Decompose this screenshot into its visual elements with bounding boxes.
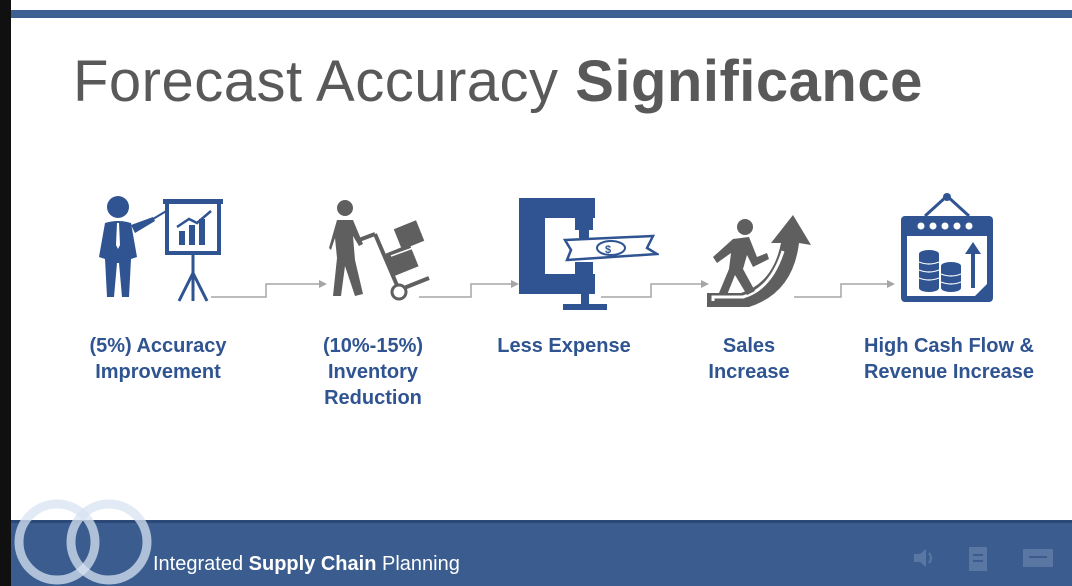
person-climbing-arrow-icon	[707, 215, 811, 307]
connector-4-5	[794, 283, 887, 298]
svg-text:$: $	[605, 244, 611, 256]
step-label-cash-flow-revenue: High Cash Flow & Revenue Increase	[863, 335, 1035, 383]
connector-arrowhead	[887, 280, 895, 288]
connector-3-4	[601, 283, 701, 298]
footer-divider	[11, 520, 1072, 523]
step-label-inventory-reduction: (10%-15%) Inventory Reduction	[322, 335, 424, 409]
slide-title: Forecast Accuracy Significance	[73, 48, 923, 115]
slide: Forecast Accuracy Significance	[11, 0, 1072, 586]
top-accent-bar	[11, 10, 1072, 18]
connector-1-2	[211, 283, 319, 298]
clamp-money-icon: $	[519, 198, 659, 310]
connector-arrowhead	[511, 280, 519, 288]
step-label-accuracy-improvement: (5%) Accuracy Improvement	[89, 335, 227, 383]
interlocking-rings-logo-icon	[14, 499, 152, 585]
step-connectors	[211, 280, 895, 298]
title-regular: Forecast Accuracy	[73, 49, 559, 114]
step-label-sales-increase: Sales Increase	[708, 335, 790, 383]
notes-icon[interactable]	[967, 545, 989, 573]
connector-arrowhead	[319, 280, 327, 288]
connector-2-3	[419, 283, 511, 298]
step-label-less-expense: Less Expense	[497, 335, 631, 357]
footer-bar: Integrated Supply Chain Planning	[11, 520, 1072, 586]
title-bold: Significance	[575, 49, 923, 114]
footer-title: Integrated Supply Chain Planning	[153, 553, 460, 575]
speaker-icon[interactable]	[911, 545, 937, 571]
hand-truck-boxes-icon	[329, 200, 430, 301]
connector-arrowhead	[701, 280, 709, 288]
screen-icon[interactable]	[1021, 545, 1055, 573]
presenter-chart-icon	[99, 196, 223, 302]
calendar-coins-icon	[901, 193, 993, 302]
